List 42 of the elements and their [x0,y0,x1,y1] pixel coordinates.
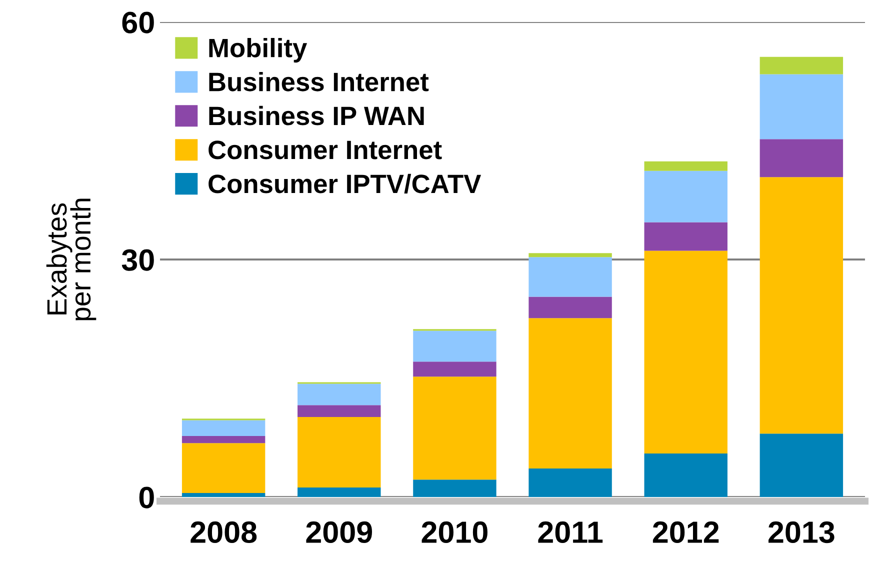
bar [298,488,381,497]
bar [644,170,728,222]
y-axis-title: Exabytes per month [46,198,96,320]
bar [528,468,612,497]
x-tick-label: 2010 [422,521,488,544]
bar [760,434,844,497]
x-tick-label: 2011 [538,521,603,544]
legend-label: Mobility [209,38,308,63]
legend-label: Business Internet [209,72,429,92]
x-tick-label: 2009 [306,521,372,544]
bar [182,493,266,497]
x-tick-label: 2013 [768,521,834,544]
x-tick-label: 2012 [652,521,719,544]
bar [528,257,612,297]
x-tick-label: 2008 [190,521,257,544]
bar [182,436,266,444]
legend-label: Consumer Internet [208,140,442,160]
bar [760,177,844,434]
legend-label: Consumer IPTV/CATV [208,174,482,194]
y-tick-label: 60 [122,12,154,34]
y-tick-label: 0 [139,486,154,508]
bar [760,56,844,74]
bar [298,405,381,418]
bar [644,250,728,454]
legend-label: Business IP WAN [209,106,424,126]
bar [528,318,612,468]
bar [644,161,728,171]
bar [298,417,381,488]
bar [528,296,612,318]
bar [528,253,612,258]
bar [760,139,844,178]
bar [413,330,496,362]
bar [298,384,381,406]
bar [644,222,728,251]
bar [644,453,728,497]
y-tick-label: 30 [122,249,154,271]
bar [413,480,496,497]
bar [413,362,496,377]
bar [182,420,266,436]
bar [760,74,844,140]
bar [413,376,496,480]
bar [182,443,266,494]
